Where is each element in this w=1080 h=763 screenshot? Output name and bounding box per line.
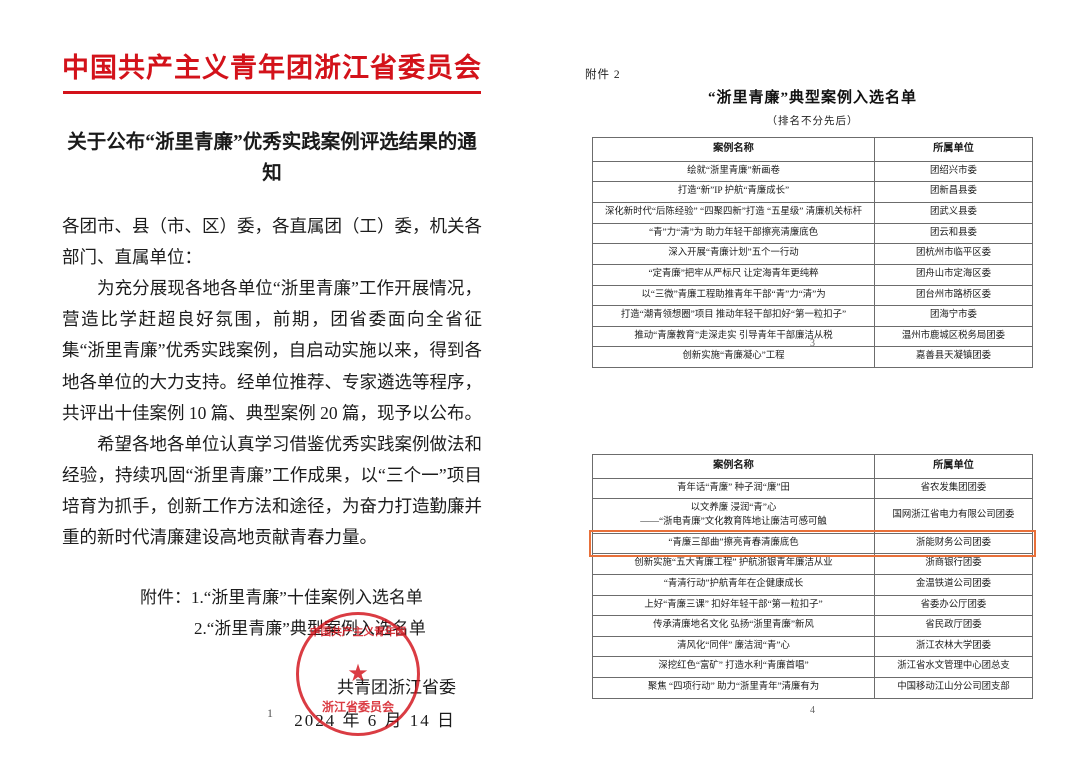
- attachment-subtitle: （排名不分先后）: [766, 116, 859, 127]
- cell-unit: 金温铁道公司团委: [874, 573, 1033, 596]
- cell-unit: 浙商银行团委: [874, 553, 1033, 575]
- table-row: 清风化“同伴” 廉洁润“青”心 浙江农林大学团委: [592, 635, 1033, 658]
- table-row: 深化新时代“后陈经验” “四聚四新”打造 “五星级” 清廉机关标杆 团武义县委: [592, 202, 1033, 224]
- column-header-unit: 所属单位: [874, 454, 1033, 479]
- cell-case-name: 深挖红色“富矿” 打造水利“青廉首唱”: [592, 656, 875, 679]
- attachment-label: 附件 2: [585, 69, 621, 81]
- notice-content: 中国共产主义青年团浙江省委员会 关于公布“浙里青廉”优秀实践案例评选结果的通知 …: [62, 52, 482, 737]
- cell-unit: 省民政厅团委: [874, 615, 1033, 637]
- cell-case-name: 绘就“浙里青廉”新画卷: [592, 160, 875, 183]
- cell-unit: 团绍兴市委: [874, 160, 1033, 183]
- cell-unit: 中国移动江山分公司团支部: [874, 677, 1033, 699]
- cell-unit: 团武义县委: [874, 202, 1033, 224]
- cell-unit: 浙能财务公司团委: [874, 532, 1033, 555]
- cell-case-name: 打造“潮青领想圈”项目 推动年轻干部扣好“第一粒扣子”: [592, 305, 875, 327]
- table-row: “青”力“清”为 助力年轻干部擦亮清廉底色 团云和县委: [592, 222, 1033, 245]
- typical-case-table-part1: 案例名称 所属单位 绘就“浙里青廉”新画卷 团绍兴市委 打造“新”IP 护航“青廉成…: [592, 137, 1033, 369]
- star-icon: ★: [347, 661, 369, 687]
- cell-case-name: “定青廉”把牢从严标尺 让定海青年更纯粹: [592, 263, 875, 286]
- typical-case-table-part2: 案例名称 所属单位 青年话“青廉” 种子润“廉”田 省农发集团团委 以文养廉 浸润“…: [592, 454, 1033, 699]
- table-row: “青清行动”护航青年在企健康成长 金温铁道公司团委: [592, 573, 1033, 596]
- table-header-row: 案例名称 所属单位: [592, 454, 1033, 479]
- cell-case-name: 以“三微”青廉工程助推青年干部“青”力“清”为: [592, 284, 875, 307]
- attachment-page-4: 案例名称 所属单位 青年话“青廉” 种子润“廉”田 省农发集团团委 以文养廉 浸润“…: [545, 400, 1080, 760]
- table-row: 创新实施“青廉凝心”工程 嘉善县天凝镇团委: [592, 346, 1033, 369]
- cell-case-name: 以文养廉 浸润“青”心 ——“浙电青廉”文化教育阵地让廉洁可感可触: [592, 498, 875, 534]
- cell-unit: 团舟山市定海区委: [874, 263, 1033, 286]
- cell-case-name: “青”力“清”为 助力年轻干部擦亮清廉底色: [592, 222, 875, 245]
- page-number-top: 3: [810, 338, 815, 349]
- cell-case-name: 深化新时代“后陈经验” “四聚四新”打造 “五星级” 清廉机关标杆: [592, 202, 875, 224]
- table-row: 青年话“青廉” 种子润“廉”田 省农发集团团委: [592, 477, 1033, 500]
- page-number: 1: [267, 706, 273, 720]
- table-row: 创新实施“五大青廉工程” 护航浙银青年廉洁从业 浙商银行团委: [592, 553, 1033, 575]
- cell-case-name: “青廉三部曲”擦亮青春清廉底色: [592, 532, 875, 555]
- cell-case-name: 上好“青廉三课” 扣好年轻干部“第一粒扣子”: [592, 594, 875, 617]
- cell-unit: 嘉善县天凝镇团委: [874, 346, 1033, 369]
- cell-unit: 国网浙江省电力有限公司团委: [874, 498, 1033, 534]
- cell-case-name: 清风化“同伴” 廉洁润“青”心: [592, 635, 875, 658]
- column-header-case-name: 案例名称: [592, 454, 875, 479]
- paragraph-1: 为充分展现各地各单位“浙里青廉”工作开展情况，营造比学赶超良好氛围，前期，团省委…: [62, 278, 482, 423]
- column-header-unit: 所属单位: [874, 137, 1033, 162]
- cell-unit: 省委办公厅团委: [874, 594, 1033, 617]
- table-row: 上好“青廉三课” 扣好年轻干部“第一粒扣子” 省委办公厅团委: [592, 594, 1033, 617]
- cell-unit: 浙江省水文管理中心团总支: [874, 656, 1033, 679]
- table-row: 打造“潮青领想圈”项目 推动年轻干部扣好“第一粒扣子” 团海宁市委: [592, 305, 1033, 327]
- page-number-bottom: 4: [810, 705, 815, 716]
- cell-case-name: “青清行动”护航青年在企健康成长: [592, 573, 875, 596]
- cell-unit: 团云和县委: [874, 222, 1033, 245]
- cell-case-name: 深入开展“青廉计划”五个一行动: [592, 243, 875, 265]
- cell-unit: 团杭州市临平区委: [874, 243, 1033, 265]
- cell-unit: 省农发集团团委: [874, 477, 1033, 500]
- table-row: 聚焦 “四项行动” 助力“浙里青年”清廉有为 中国移动江山分公司团支部: [592, 677, 1033, 699]
- attachment-list: 附件：1.“浙里青廉”十佳案例入选名单 2.“浙里青廉”典型案例入选名单: [62, 583, 482, 644]
- cell-unit: 团海宁市委: [874, 305, 1033, 327]
- header-red-rule: [63, 91, 481, 95]
- organization-title: 中国共产主义青年团浙江省委员会: [62, 53, 482, 83]
- table-row: 以“三微”青廉工程助推青年干部“青”力“清”为 团台州市路桥区委: [592, 284, 1033, 307]
- salutation: 各团市、县（市、区）委，各直属团（工）委，机关各部门、直属单位：: [62, 215, 482, 267]
- table-header-row: 案例名称 所属单位: [592, 137, 1033, 162]
- table-row: 深入开展“青廉计划”五个一行动 团杭州市临平区委: [592, 243, 1033, 265]
- cell-case-name: 打造“新”IP 护航“青廉成长”: [592, 181, 875, 204]
- page-title: 关于公布“浙里青廉”优秀实践案例评选结果的通知: [67, 132, 477, 184]
- official-red-seal: 中国共产主义青年团 ★ 浙江省委员会: [296, 612, 420, 736]
- attachment-pages: 附件 2 “浙里青廉”典型案例入选名单 （排名不分先后） 案例名称 所属单位 绘…: [545, 0, 1080, 763]
- cell-case-name: 创新实施“五大青廉工程” 护航浙银青年廉洁从业: [592, 553, 875, 575]
- table-row: 深挖红色“富矿” 打造水利“青廉首唱” 浙江省水文管理中心团总支: [592, 656, 1033, 679]
- table-row: 绘就“浙里青廉”新画卷 团绍兴市委: [592, 160, 1033, 183]
- table-row: 以文养廉 浸润“青”心 ——“浙电青廉”文化教育阵地让廉洁可感可触 国网浙江省电力有…: [592, 498, 1033, 534]
- seal-arc-text: 中国共产主义青年团: [309, 627, 407, 638]
- attachment-title: “浙里青廉”典型案例入选名单: [707, 90, 917, 106]
- table-row: 传承清廉地名文化 弘扬“浙里青廉”新风 省民政厅团委: [592, 615, 1033, 637]
- notice-page: 中国共产主义青年团浙江省委员会 关于公布“浙里青廉”优秀实践案例评选结果的通知 …: [62, 52, 482, 737]
- cell-case-name: 聚焦 “四项行动” 助力“浙里青年”清廉有为: [592, 677, 875, 699]
- notice-body: 各团市、县（市、区）委，各直属团（工）委，机关各部门、直属单位： 为充分展现各地…: [62, 211, 482, 554]
- column-header-case-name: 案例名称: [592, 137, 875, 162]
- seal-bottom-text: 浙江省委员会: [321, 700, 394, 714]
- attachment-page-3: 附件 2 “浙里青廉”典型案例入选名单 （排名不分先后） 案例名称 所属单位 绘…: [545, 8, 1080, 369]
- paragraph-2: 希望各地各单位认真学习借鉴优秀实践案例做法和经验，持续巩固“浙里青廉”工作成果，…: [62, 433, 482, 548]
- table-row: “定青廉”把牢从严标尺 让定海青年更纯粹 团舟山市定海区委: [592, 263, 1033, 286]
- cell-unit: 团新昌县委: [874, 181, 1033, 204]
- cell-unit: 浙江农林大学团委: [874, 635, 1033, 658]
- cell-case-name: 创新实施“青廉凝心”工程: [592, 346, 875, 369]
- cell-unit: 团台州市路桥区委: [874, 284, 1033, 307]
- table-row: 打造“新”IP 护航“青廉成长” 团新昌县委: [592, 181, 1033, 204]
- attachment-line-1: 附件：1.“浙里青廉”十佳案例入选名单: [140, 588, 423, 608]
- table-row: “青廉三部曲”擦亮青春清廉底色 浙能财务公司团委: [592, 532, 1033, 555]
- cell-case-name: 传承清廉地名文化 弘扬“浙里青廉”新风: [592, 615, 875, 637]
- cell-case-name: 青年话“青廉” 种子润“廉”田: [592, 477, 875, 500]
